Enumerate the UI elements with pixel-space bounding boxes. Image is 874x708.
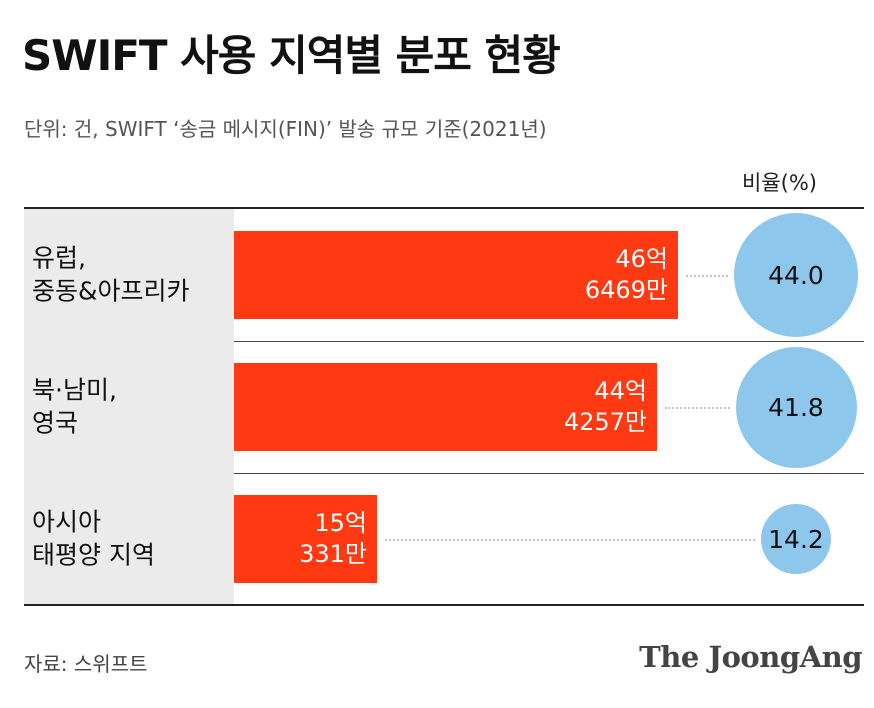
category-label: 유럽, 중동&아프리카 (32, 243, 190, 306)
leader-dots (385, 539, 755, 541)
ratio-bubble: 44.0 (734, 213, 858, 337)
publisher-logo: The JoongAng (639, 640, 862, 674)
category-label: 아시아 태평양 지역 (32, 507, 155, 570)
source-note: 자료: 스위프트 (24, 652, 148, 676)
category-cell: 유럽, 중동&아프리카 (24, 209, 234, 341)
bar-value-label: 46억 6469만 (584, 244, 668, 304)
leader-dots (665, 407, 730, 409)
ratio-bubble: 41.8 (735, 346, 857, 468)
bottom-rule (24, 604, 864, 606)
table-row: 아시아 태평양 지역 15억 331만 14.2 (24, 473, 864, 605)
category-label: 북·남미, 영국 (32, 375, 117, 438)
ratio-column-header: 비율(%) (742, 171, 817, 195)
table-row: 유럽, 중동&아프리카 46억 6469만 44.0 (24, 209, 864, 342)
bar: 46억 6469만 (234, 231, 678, 319)
chart-subtitle: 단위: 건, SWIFT ‘송금 메시지(FIN)’ 발송 규모 기준(2021… (24, 117, 547, 141)
row-divider (24, 473, 864, 474)
row-divider (24, 341, 864, 342)
category-cell: 아시아 태평양 지역 (24, 473, 234, 605)
bar-value-label: 44억 4257만 (563, 376, 647, 436)
category-cell: 북·남미, 영국 (24, 341, 234, 473)
table-row: 북·남미, 영국 44억 4257만 41.8 (24, 341, 864, 474)
top-rule (24, 207, 864, 209)
bar: 44억 4257만 (234, 363, 657, 451)
ratio-bubble: 14.2 (761, 504, 831, 574)
bar: 15억 331만 (234, 495, 377, 583)
bar-value-label: 15억 331만 (299, 508, 367, 568)
chart-title: SWIFT 사용 지역별 분포 현황 (22, 31, 561, 80)
leader-dots (686, 275, 728, 277)
